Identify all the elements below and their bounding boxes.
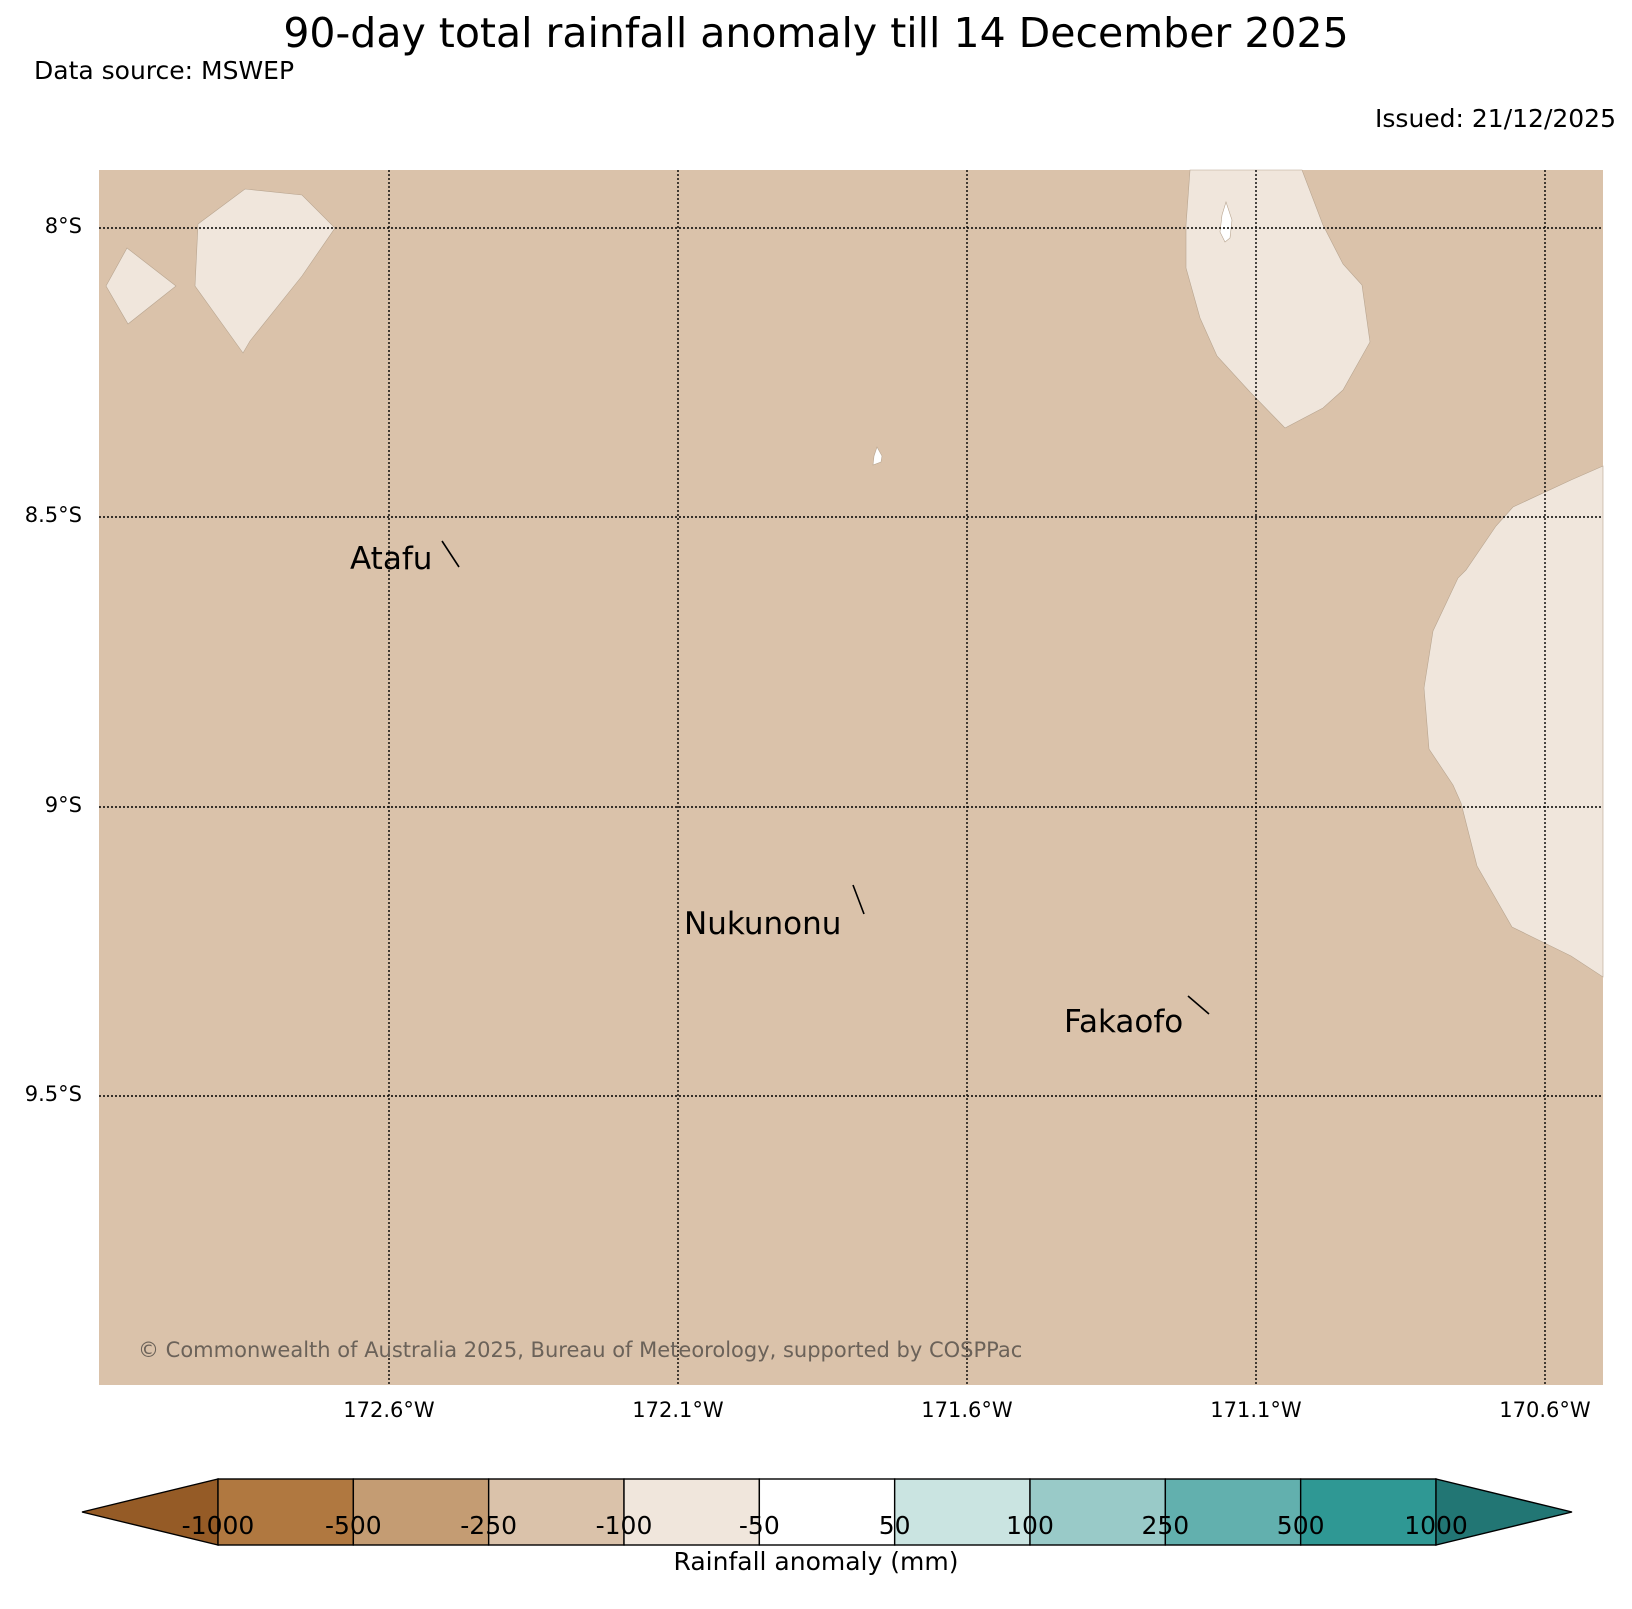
- colorbar-segment: [217, 1478, 355, 1546]
- colorbar-title: Rainfall anomaly (mm): [673, 1547, 959, 1576]
- colorbar-tick-label: 1000: [1404, 1511, 1468, 1540]
- colorbar-tick-label: 100: [1006, 1511, 1054, 1540]
- lon-label-172-6: 172.6°W: [343, 1398, 435, 1422]
- gridlines: [99, 170, 1603, 1385]
- place-label-fakaofo: Fakaofo: [1064, 1004, 1184, 1040]
- colorbar-segment: [1164, 1478, 1302, 1546]
- chart-title: 90-day total rainfall anomaly till 14 De…: [283, 9, 1349, 57]
- colorbar-tick-label: -50: [738, 1511, 780, 1540]
- colorbar-tick-label: 50: [878, 1511, 911, 1540]
- map-panel: [99, 170, 1603, 1385]
- lon-label-171-6: 171.6°W: [921, 1398, 1013, 1422]
- colorbar-extend-high: [1435, 1478, 1573, 1546]
- anomaly-region-nw-large: [194, 188, 336, 354]
- copyright-notice: © Commonwealth of Australia 2025, Bureau…: [138, 1338, 1023, 1362]
- colorbar-segment: [623, 1478, 761, 1546]
- colorbar-tick-label: 250: [1141, 1511, 1190, 1540]
- anomaly-regions: [105, 169, 1604, 978]
- atoll-atafu: [441, 540, 460, 568]
- place-label-atafu: Atafu: [350, 541, 433, 577]
- place-label-nukunonu: Nukunonu: [684, 906, 842, 942]
- lat-label-8-5: 8.5°S: [24, 503, 82, 527]
- colorbar-segment: [352, 1478, 490, 1546]
- lat-label-9-5: 9.5°S: [24, 1082, 82, 1106]
- anomaly-region-nw-small: [105, 247, 177, 325]
- colorbar: [81, 1478, 1573, 1546]
- atoll-nukunonu: [852, 884, 865, 915]
- colorbar-segment: [893, 1478, 1031, 1546]
- colorbar-tick-label: -1000: [181, 1511, 255, 1540]
- colorbar-segment: [487, 1478, 625, 1546]
- lon-label-172-1: 172.1°W: [632, 1398, 724, 1422]
- atoll-fakaofo: [1187, 995, 1210, 1015]
- colorbar-segment: [758, 1478, 896, 1546]
- lon-label-171-1: 171.1°W: [1210, 1398, 1302, 1422]
- colorbar-tick-label: 500: [1276, 1511, 1325, 1540]
- anomaly-region-spot-2: [872, 446, 883, 466]
- lon-label-170-6: 170.6°W: [1499, 1398, 1591, 1422]
- lat-label-9: 9°S: [44, 793, 82, 817]
- colorbar-segment: [1299, 1478, 1437, 1546]
- anomaly-region-spot-1: [1219, 201, 1233, 243]
- colorbar-tick-label: -250: [460, 1511, 518, 1540]
- data-source: Data source: MSWEP: [34, 56, 295, 85]
- colorbar-segment: [1029, 1478, 1167, 1546]
- colorbar-tick-label: -500: [324, 1511, 382, 1540]
- atolls: [441, 540, 1210, 1015]
- colorbar-tick-label: -100: [595, 1511, 653, 1540]
- anomaly-region-ne: [1185, 169, 1371, 429]
- lat-label-8: 8°S: [44, 214, 82, 238]
- issued-date: Issued: 21/12/2025: [1375, 104, 1616, 133]
